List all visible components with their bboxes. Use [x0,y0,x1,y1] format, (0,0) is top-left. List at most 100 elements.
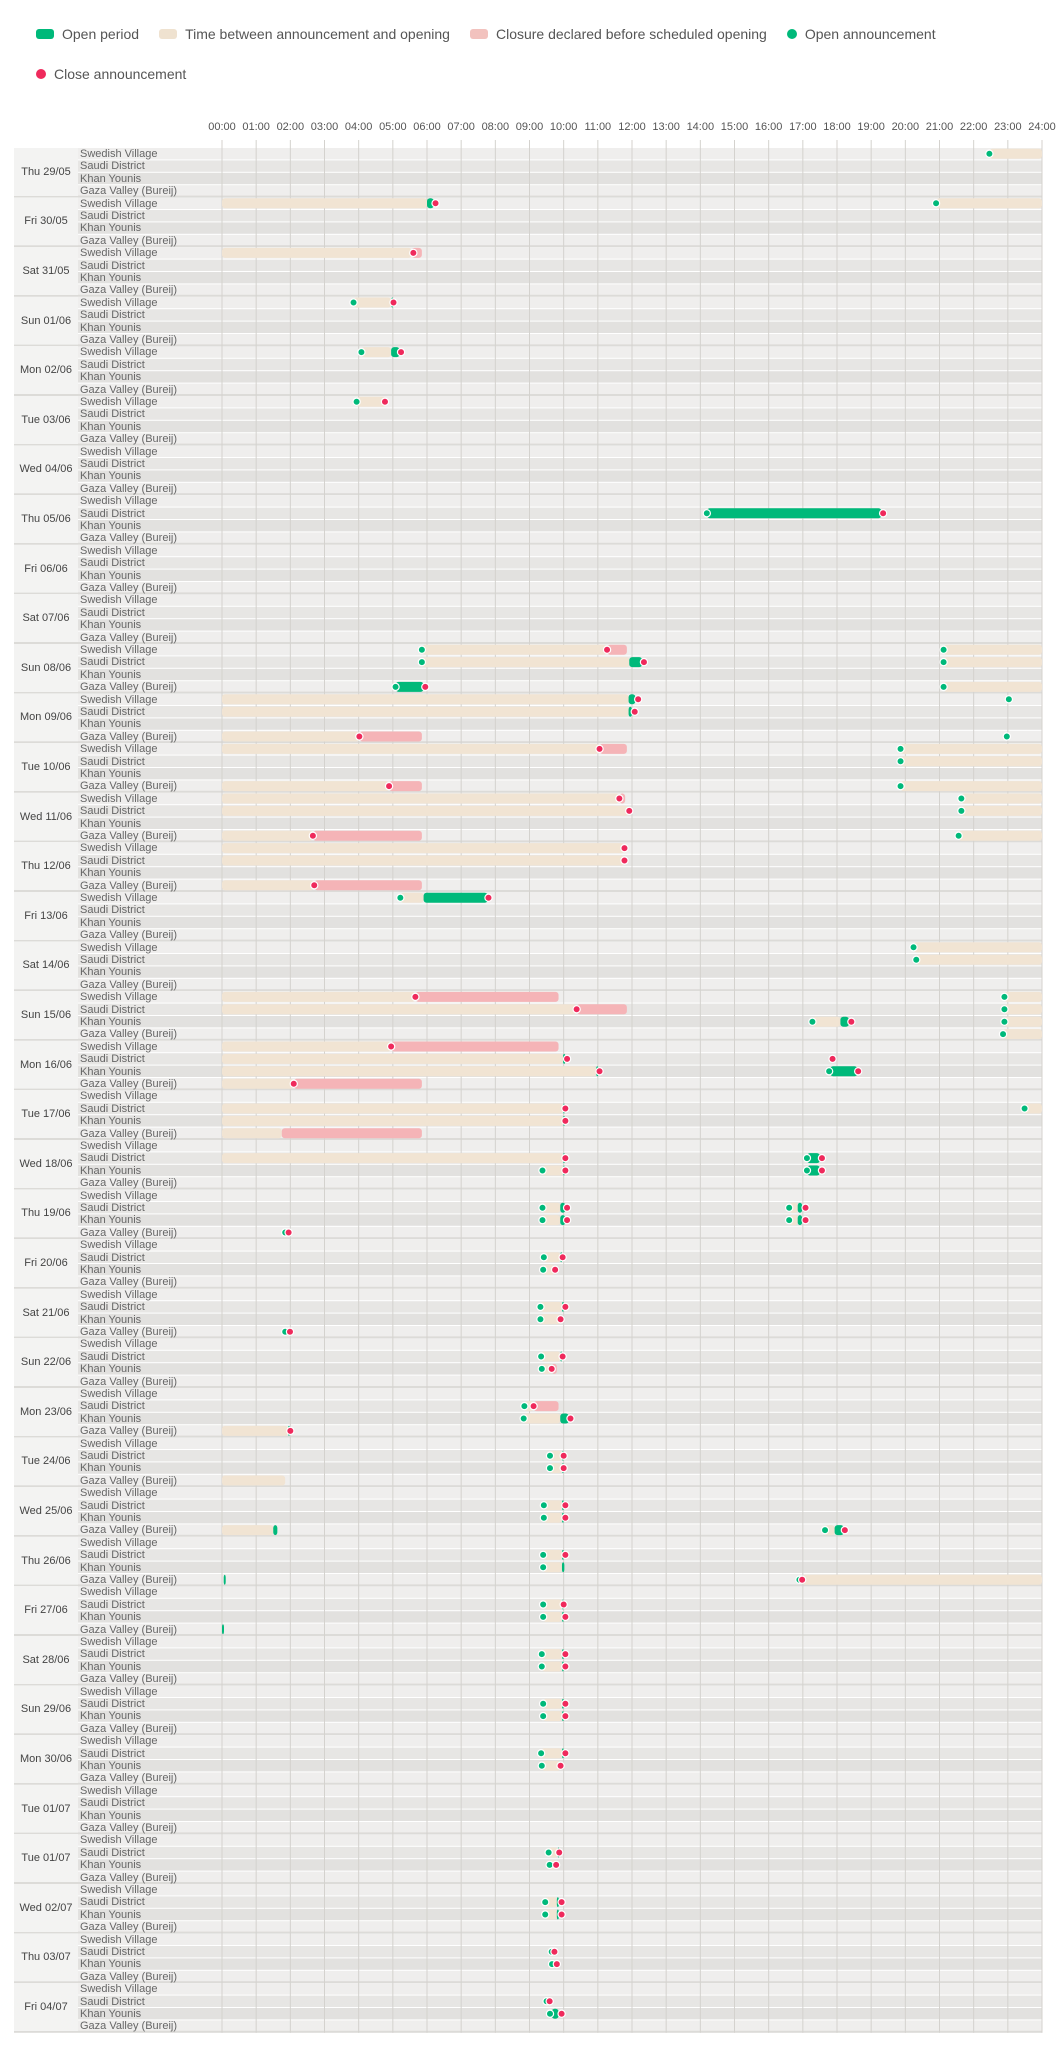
crossing-label: Khan Younis [80,966,142,979]
close-announcement-marker [558,1253,567,1262]
day-label: Sat 31/05 [14,247,78,295]
crossing-label: Khan Younis [80,1412,142,1425]
close-announcement-marker [561,1513,570,1522]
open-bar [560,1413,569,1424]
close-announcement-marker [853,1067,863,1076]
day-separator [14,741,1042,744]
crossing-row-bg [78,569,1042,581]
crossing-row-bg [78,606,1042,619]
crossing-row-bg [78,458,1042,470]
day-label: Tue 17/06 [14,1090,78,1138]
crossing-row-bg [78,1884,1042,1896]
wait-bar [543,1698,562,1709]
wait-bar [222,1425,288,1436]
crossing-row-bg [78,1722,1042,1735]
crossing-label: Saudi District [80,1202,145,1214]
day-separator [14,1485,1042,1488]
close-announcement-marker [550,1265,560,1274]
open-announcement-marker [537,1662,547,1671]
crossing-row-bg [78,1871,1042,1883]
wait-bar [812,1016,841,1027]
x-tick-label: 02:00 [276,121,305,133]
wait-bar [523,1413,561,1424]
open-announcement-marker [939,682,948,692]
crossing-row-bg [78,668,1042,681]
crossing-label: Khan Younis [80,768,142,780]
crossing-label: Swedish Village [80,1536,158,1549]
day-label: Tue 01/07 [14,1784,78,1833]
close-announcement-marker [552,1959,562,1969]
open-announcement-marker [538,1203,547,1212]
crossing-label: Swedish Village [80,693,158,706]
close-announcement-marker [561,1501,570,1510]
crossing-label: Khan Younis [80,1214,142,1227]
crossing-label: Gaza Valley (Bureij) [80,879,177,892]
close-announcement-marker [595,1067,604,1076]
crossing-label: Gaza Valley (Bureij) [80,284,177,297]
crossing-label: Saudi District [80,1549,145,1562]
crossing-label: Saudi District [80,1251,145,1264]
closure-bar [281,1128,422,1139]
crossing-row-bg [78,396,1042,408]
wait-bar [222,855,625,866]
crossing-label: Gaza Valley (Bureij) [80,1722,177,1735]
crossing-label: Gaza Valley (Bureij) [80,532,177,545]
crossing-label: Swedish Village [80,1437,158,1450]
legend-label: Closure declared before scheduled openin… [495,26,767,42]
crossing-row-bg [78,420,1042,433]
crossing-label: Saudi District [80,1896,145,1909]
open-announcement-marker [784,1215,794,1225]
legend-item-open-announcement[interactable]: Open announcement [786,24,936,44]
crossing-row-bg [78,1524,1042,1536]
wait-bar [222,247,412,258]
crossing-row-bg [78,1946,1042,1958]
legend-item-wait[interactable]: Time between announcement and opening [159,24,450,44]
close-announcement-marker [550,1947,559,1956]
day-label: Mon 09/06 [14,693,78,742]
x-tick-label: 24:00 [1028,121,1056,133]
close-announcement-marker [562,1215,572,1225]
crossing-row-bg [78,1239,1042,1251]
day-separator [14,294,1042,297]
day-label: Wed 11/06 [14,792,78,841]
open-announcement-marker [538,1563,548,1572]
legend-item-closure[interactable]: Closure declared before scheduled openin… [469,24,767,44]
crossing-label: Khan Younis [80,668,142,681]
crossing-label: Saudi District [80,210,145,222]
crossing-row-bg [78,755,1042,767]
day-label: Sat 07/06 [14,594,78,642]
closure-bar [359,731,422,742]
day-label: Mon 16/06 [14,1040,78,1089]
legend-item-close-announcement[interactable]: Close announcement [36,64,186,84]
closure-bar [415,991,559,1002]
crossing-label: Swedish Village [80,148,158,160]
open-announcement-marker [536,1749,546,1758]
wait-swatch [159,29,178,39]
wait-bar [916,954,1042,965]
close-announcement-marker [615,794,624,803]
crossing-label: Swedish Village [80,1983,158,1996]
crossing-label: Saudi District [80,557,145,570]
crossing-row-bg [78,867,1042,879]
close-announcement-marker [396,347,406,357]
crossing-label: Khan Younis [80,1958,142,1971]
crossing-label: Gaza Valley (Bureij) [80,929,177,942]
wait-bar [222,706,629,717]
crossing-row-bg [78,520,1042,532]
crossing-row-bg [78,1784,1042,1797]
crossing-label: Swedish Village [80,941,158,954]
wait-bar [1004,991,1042,1002]
wait-bar [936,198,1042,209]
close-announcement-marker [289,1079,298,1088]
crossing-row-bg [78,1363,1042,1375]
legend-item-open-period[interactable]: Open period [36,24,139,44]
crossing-row-bg [78,1834,1042,1846]
wait-bar [541,1748,562,1759]
day-label: Sun 01/06 [14,296,78,345]
wait-bar [900,756,1042,767]
closure-bar [576,1004,627,1015]
crossing-label: Swedish Village [80,1040,158,1053]
crossing-row-bg [78,1970,1042,1983]
open-bar [551,2008,559,2019]
open-announcement-marker [1004,695,1014,704]
